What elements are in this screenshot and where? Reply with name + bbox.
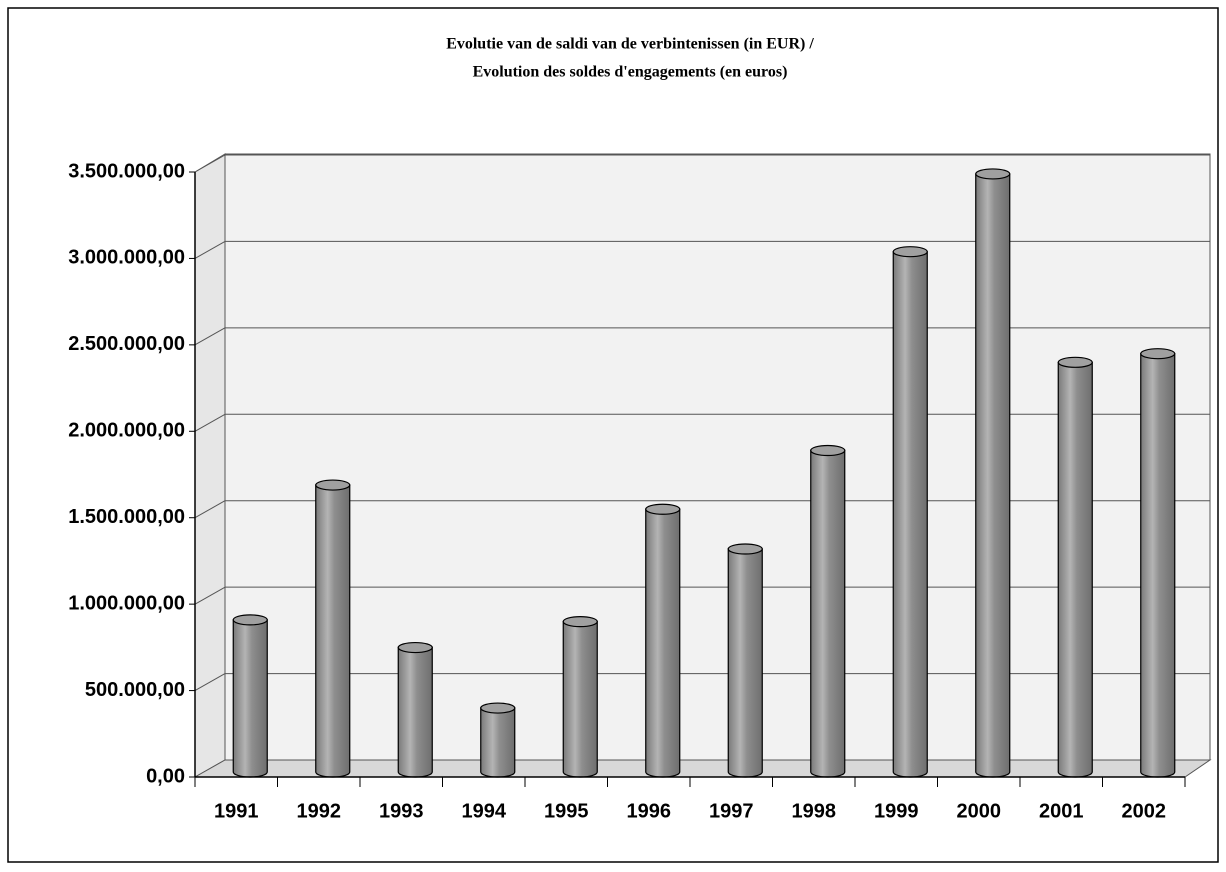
- bar-top: [480, 702, 516, 714]
- bar-top: [1140, 348, 1176, 360]
- bar-top: [892, 246, 928, 258]
- bar-body: [1057, 361, 1093, 778]
- bar-body: [1140, 353, 1176, 778]
- y-tick-label: 0,00: [146, 765, 185, 787]
- grid-line: [194, 327, 226, 346]
- y-tick-label: 1.500.000,00: [68, 506, 185, 528]
- grid-line: [194, 673, 226, 692]
- bar: [1057, 356, 1093, 778]
- grid-line: [194, 586, 226, 605]
- bar-top: [397, 641, 433, 654]
- bar-top: [562, 616, 598, 628]
- bar: [1140, 348, 1176, 778]
- bar-top: [315, 479, 351, 491]
- bar: [892, 246, 928, 778]
- bar-top: [232, 614, 268, 626]
- y-tick-label: 1.000.000,00: [68, 592, 185, 614]
- bar-body: [397, 646, 433, 778]
- bar: [480, 702, 516, 778]
- y-tick-label: 3.000.000,00: [68, 247, 185, 269]
- chart-title: Evolution des soldes d'engagements (en e…: [473, 64, 788, 81]
- x-tick-label: 2001: [1039, 800, 1084, 822]
- y-tick-label: 3.500.000,00: [68, 160, 185, 182]
- x-tick-label: 1992: [297, 800, 342, 822]
- bar-top: [810, 444, 846, 457]
- bar: [810, 444, 846, 778]
- bar: [562, 616, 598, 778]
- x-tick-label: 1998: [792, 800, 837, 822]
- bar: [645, 503, 681, 778]
- bar-top: [975, 168, 1011, 180]
- bar-body: [480, 707, 516, 778]
- bar-body: [232, 619, 268, 778]
- side-wall: [194, 153, 226, 778]
- bar-body: [315, 484, 351, 778]
- bar-body: [727, 548, 763, 778]
- bar-body: [975, 173, 1011, 778]
- x-tick-label: 2002: [1122, 800, 1167, 822]
- bar: [315, 479, 351, 778]
- x-tick-label: 1996: [627, 800, 672, 822]
- x-tick-label: 1991: [214, 800, 259, 822]
- bar: [232, 614, 268, 778]
- grid-line: [194, 240, 226, 259]
- y-tick-label: 2.500.000,00: [68, 333, 185, 355]
- bar-body: [892, 251, 928, 778]
- chart-title: Evolutie van de saldi van de verbintenis…: [446, 36, 814, 53]
- grid-line: [194, 154, 226, 173]
- bar-body: [645, 508, 681, 778]
- grid-line: [194, 413, 226, 432]
- bar-body: [810, 449, 846, 778]
- y-tick-label: 500.000,00: [85, 679, 185, 701]
- x-tick-label: 1999: [874, 800, 919, 822]
- y-tick-label: 2.000.000,00: [68, 420, 185, 442]
- bar: [397, 641, 433, 778]
- bar: [975, 168, 1011, 778]
- x-tick-label: 2000: [957, 800, 1002, 822]
- bar: [727, 543, 763, 778]
- bar-top: [645, 503, 681, 515]
- bar-top: [1057, 356, 1093, 368]
- bar-top: [727, 543, 763, 555]
- x-tick-label: 1997: [709, 800, 754, 822]
- x-tick-label: 1994: [462, 800, 507, 822]
- bar-body: [562, 621, 598, 778]
- grid-line: [194, 500, 226, 519]
- x-tick-label: 1993: [379, 800, 424, 822]
- x-tick-label: 1995: [544, 800, 589, 822]
